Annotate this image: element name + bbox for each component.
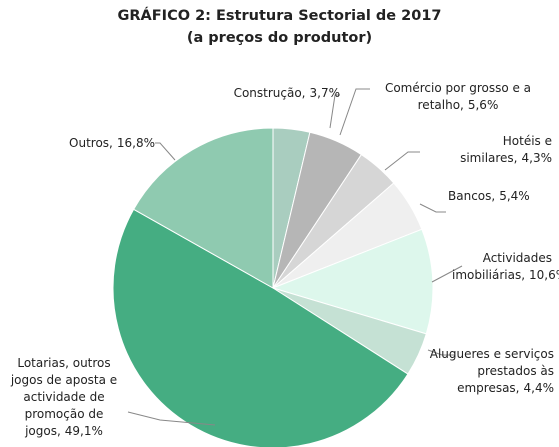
value-label: 5,4% [499, 189, 530, 203]
slice-label: Actividades imobiliárias,10,6% [452, 250, 559, 284]
chart-subtitle: (a preços do produtor) [186, 30, 373, 46]
value-label: 4,3% [521, 151, 553, 165]
slice-label: Construção, 3,7% [195, 85, 340, 102]
slices [112, 127, 434, 447]
value-label: 16,8% [116, 136, 155, 150]
category-label: Hotéis e similares, [460, 134, 552, 165]
value-label: 3,7% [309, 86, 341, 100]
leader-lines [127, 88, 463, 426]
slice [112, 208, 409, 447]
leader-line [155, 142, 176, 161]
slice [133, 127, 274, 289]
leader-line [384, 151, 420, 171]
leader-line [431, 265, 463, 283]
category-label: Outros, [69, 136, 113, 150]
value-label: 49,1% [64, 424, 103, 438]
slice-label: Outros, 16,8% [40, 135, 155, 152]
value-label: 4,4% [523, 381, 555, 395]
slice-label: Lotarias, outros jogos de aposta e activ… [2, 355, 126, 440]
leader-line [427, 349, 455, 356]
slice-label: Comércio por grosso e a retalho, 5,6% [372, 80, 544, 114]
category-label: Bancos, [448, 189, 496, 203]
category-label: Construção, [233, 86, 306, 100]
leader-line [419, 203, 446, 213]
chart-title: GRÁFICO 2: Estrutura Sectorial de 2017 [117, 8, 442, 24]
category-label: Actividades imobiliárias, [452, 251, 552, 282]
category-label: Lotarias, outros jogos de aposta e activ… [10, 356, 118, 438]
category-label: Alugueres e serviços prestados às empres… [429, 347, 554, 395]
leader-line [339, 88, 370, 136]
leader-line [329, 94, 340, 129]
slice-label: Alugueres e serviços prestados às empres… [422, 346, 554, 397]
value-label: 10,6% [529, 268, 559, 282]
category-label: Comércio por grosso e a retalho, [384, 81, 532, 112]
value-label: 5,6% [467, 98, 499, 112]
slice-label: Bancos, 5,4% [448, 188, 558, 205]
leader-line [127, 411, 216, 426]
slice-label: Hotéis e similares, 4,3% [420, 133, 552, 167]
